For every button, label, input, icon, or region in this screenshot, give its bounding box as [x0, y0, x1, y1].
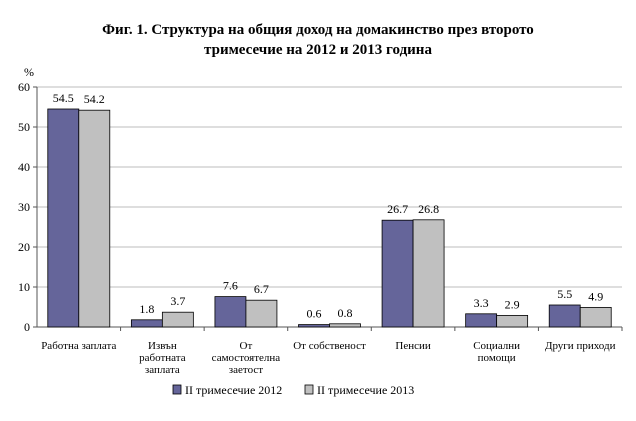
y-tick-label: 10 — [18, 280, 30, 294]
data-label: 4.9 — [588, 289, 603, 303]
bar — [47, 108, 80, 328]
bar — [161, 311, 194, 328]
data-label: 26.8 — [418, 202, 439, 216]
x-tick-label: От самостоятелна заетост — [212, 340, 281, 376]
data-label: 0.8 — [338, 306, 353, 320]
legend-swatch — [172, 384, 182, 395]
data-label: 0.6 — [307, 307, 322, 321]
x-tick-label-line: От собственост — [293, 340, 366, 352]
chart-title: Фиг. 1. Структура на общия доход на дома… — [0, 20, 636, 60]
y-tick-label: 40 — [18, 160, 30, 174]
bar — [496, 314, 529, 328]
y-tick-label: 30 — [18, 200, 30, 214]
x-tick-label-line: заетост — [229, 364, 263, 376]
bar — [579, 306, 612, 328]
x-tick-label-line: самостоятелна — [212, 352, 281, 364]
bar — [548, 304, 581, 328]
bar — [245, 299, 278, 328]
data-label: 6.7 — [254, 282, 269, 296]
x-tick-label-line: Пенсии — [395, 340, 430, 352]
x-tick-label: Социални помощи — [473, 340, 520, 364]
bar — [130, 319, 163, 328]
data-label: 2.9 — [505, 297, 520, 311]
y-tick-label: 20 — [18, 240, 30, 254]
bar — [412, 219, 445, 328]
bar — [78, 109, 111, 328]
y-tick-label: 60 — [18, 80, 30, 94]
y-tick-label: 50 — [18, 120, 30, 134]
data-label: 7.6 — [223, 279, 238, 293]
x-tick-label-line: От — [240, 340, 253, 352]
x-tick-label-line: Извън — [148, 340, 177, 352]
legend-label: II тримесечие 2012 — [185, 383, 282, 397]
x-tick-label-line: работната — [139, 352, 186, 364]
bar — [298, 324, 330, 328]
x-tick-label: Работна заплата — [41, 340, 116, 352]
bar — [329, 323, 361, 328]
x-tick-label-line: Социални — [473, 340, 520, 352]
data-label: 26.7 — [387, 202, 408, 216]
data-label: 3.3 — [474, 296, 489, 310]
legend-label: II тримесечие 2013 — [317, 383, 414, 397]
y-tick-label: 0 — [24, 320, 30, 334]
data-label: 54.5 — [53, 91, 74, 105]
data-label: 54.2 — [84, 92, 105, 106]
data-label: 5.5 — [557, 287, 572, 301]
x-tick-label: Извън работната заплата — [139, 340, 186, 376]
x-tick-label: Други приходи — [545, 340, 616, 352]
x-tick-label-line: Други приходи — [545, 340, 616, 352]
bar — [381, 219, 414, 328]
bar — [465, 313, 498, 328]
x-tick-label-line: Работна заплата — [41, 340, 116, 352]
chart-title-line-2: тримесечие на 2012 и 2013 година — [204, 42, 432, 58]
legend-swatch — [304, 384, 314, 395]
data-label: 1.8 — [139, 302, 154, 316]
data-label: 3.7 — [170, 294, 185, 308]
y-axis-label: % — [24, 65, 34, 79]
x-tick-label: От собственост — [293, 340, 366, 352]
x-tick-label-line: помощи — [478, 352, 516, 364]
chart-title-line-1: Фиг. 1. Структура на общия доход на дома… — [102, 22, 534, 38]
x-tick-label-line: заплата — [145, 364, 180, 376]
x-tick-label: Пенсии — [395, 340, 430, 352]
bar — [214, 296, 247, 328]
